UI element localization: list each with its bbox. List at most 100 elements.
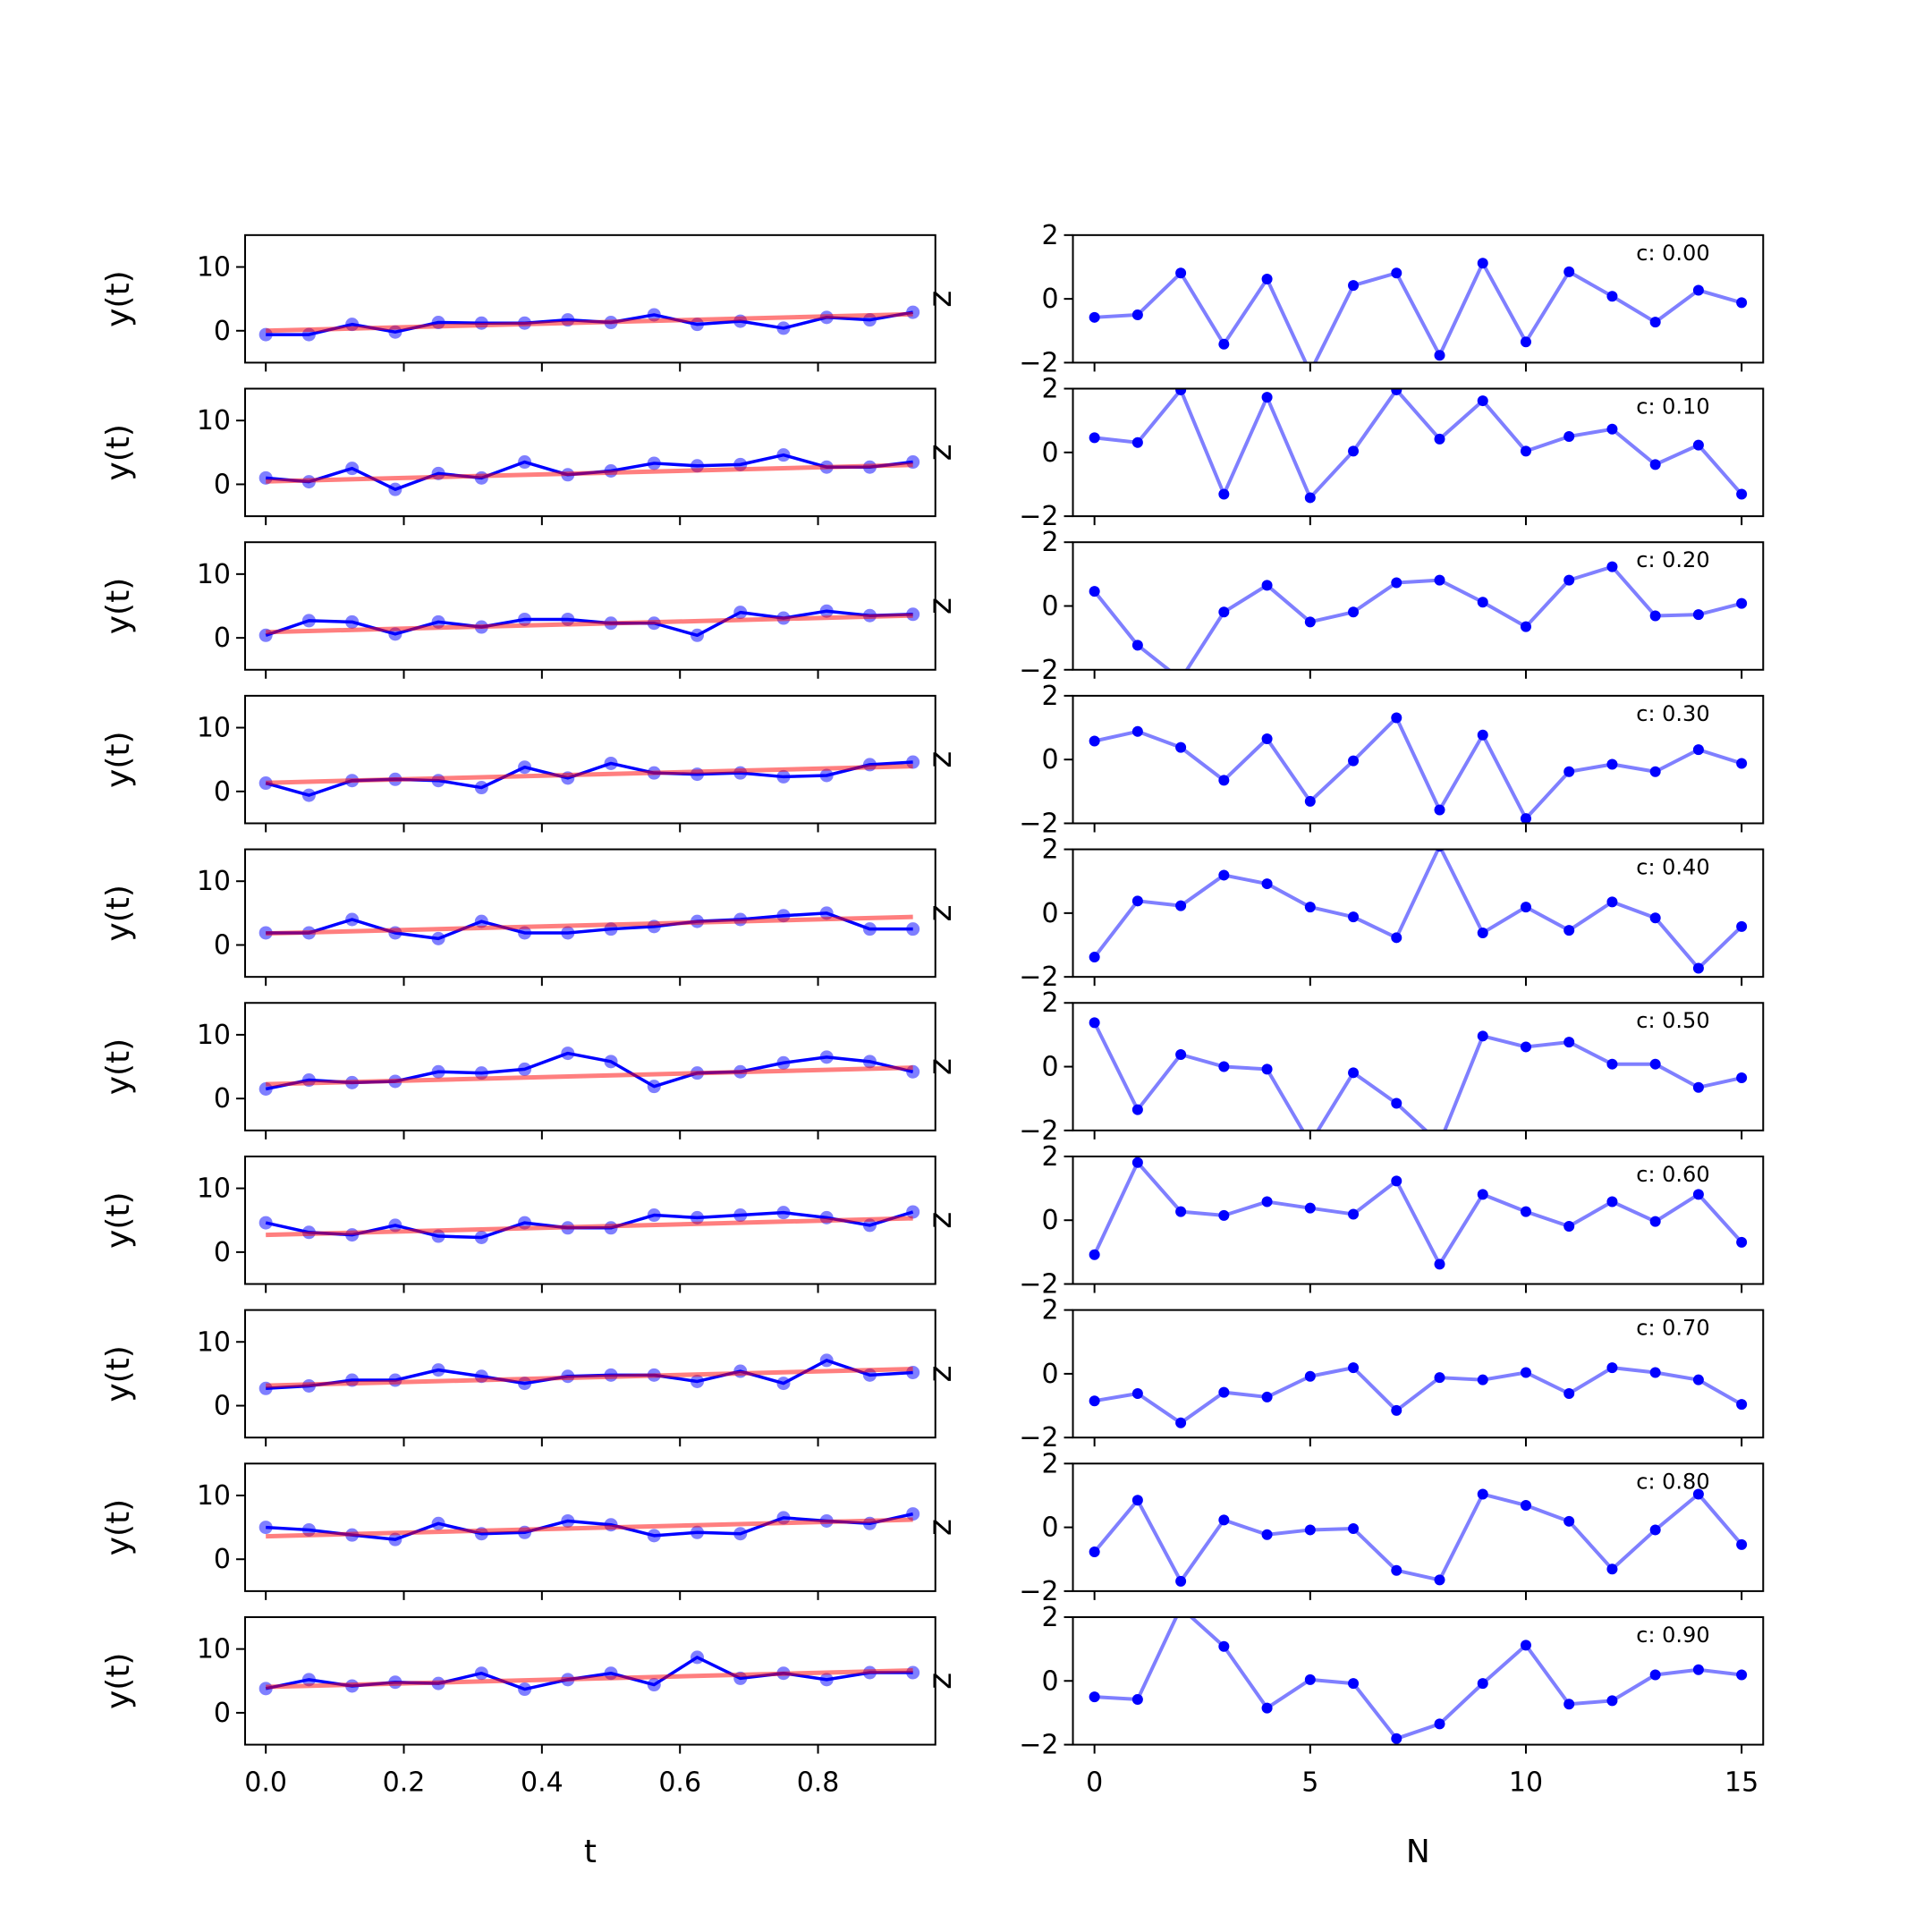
data-point: [1649, 1669, 1661, 1681]
data-point: [1606, 1362, 1618, 1374]
y-tick-label: 0: [214, 776, 231, 808]
data-point: [1477, 1678, 1488, 1690]
data-point: [1477, 1488, 1488, 1500]
annotation: c: 0.70: [1636, 1316, 1709, 1341]
data-point: [1520, 1640, 1531, 1651]
axes-frame: [244, 1309, 936, 1439]
data-point: [1304, 1524, 1316, 1536]
y-tick-label: 2: [1041, 835, 1058, 866]
data-point: [1261, 580, 1273, 591]
data-point: [1261, 1529, 1273, 1540]
data-point: [1304, 1674, 1316, 1685]
data-point: [691, 1374, 705, 1388]
data-point: [776, 448, 791, 462]
data-point: [1089, 586, 1100, 597]
y-tick-label: 0: [1041, 1359, 1058, 1390]
y-tick-label: 0: [214, 1544, 231, 1575]
data-point: [561, 1046, 575, 1061]
y-axis-label: y(t): [100, 731, 137, 788]
data-point: [388, 482, 402, 496]
y-axis-label: z: [922, 291, 959, 308]
data-point: [1649, 766, 1661, 777]
x-tick-label: 0.4: [521, 1767, 564, 1799]
series-line: [266, 911, 913, 941]
series-line: [1094, 1366, 1743, 1425]
x-tick-label: 0.0: [244, 1767, 287, 1799]
data-point: [862, 1218, 877, 1233]
data-point: [1304, 492, 1316, 504]
data-point: [1261, 392, 1273, 403]
annotation: c: 0.90: [1636, 1623, 1709, 1648]
data-point: [431, 931, 445, 945]
y-axis-label: z: [922, 1212, 959, 1229]
series-line: [266, 613, 913, 635]
data-point: [1736, 488, 1748, 500]
data-point: [1131, 1693, 1143, 1705]
data-point: [1261, 1196, 1273, 1208]
data-point: [518, 760, 532, 775]
data-point: [258, 1216, 273, 1230]
data-point: [1348, 755, 1360, 767]
annotation: c: 0.00: [1636, 241, 1709, 266]
series-line: [1092, 1021, 1742, 1131]
plot-area: [258, 755, 920, 802]
y-axis-label: z: [922, 1519, 959, 1536]
y-tick-label: 0: [1041, 590, 1058, 622]
data-point: [1391, 267, 1402, 279]
y-tick-label: 0: [214, 1083, 231, 1114]
data-point: [1131, 640, 1143, 651]
data-point: [431, 1064, 445, 1079]
annotation: c: 0.10: [1636, 394, 1709, 419]
plot-area: [1089, 561, 1748, 670]
series-line: [266, 764, 913, 785]
data-point: [258, 1521, 273, 1535]
plot-area: [1089, 1362, 1748, 1428]
plot-area: [1089, 1488, 1748, 1587]
data-point: [1175, 900, 1187, 911]
y-tick-label: 2: [1041, 1141, 1058, 1173]
plot-area: [1089, 1017, 1748, 1131]
data-point: [1218, 869, 1230, 881]
data-point: [1089, 1546, 1100, 1558]
data-point: [1520, 445, 1531, 457]
data-point: [1692, 284, 1704, 296]
y-tick-label: 10: [197, 713, 231, 744]
data-point: [1692, 1081, 1704, 1093]
data-point: [1692, 1374, 1704, 1385]
data-point: [1520, 1367, 1531, 1378]
data-point: [862, 922, 877, 936]
series-line: [1094, 716, 1742, 821]
y-tick-label: −2: [1019, 655, 1058, 686]
axes-frame: [244, 1002, 936, 1131]
plot-area: [258, 604, 920, 642]
y-tick-label: −2: [1019, 962, 1058, 993]
y-axis-label: z: [922, 1365, 959, 1382]
y-axis-label: y(t): [100, 578, 137, 635]
data-point: [518, 1682, 532, 1697]
data-point: [1563, 574, 1575, 586]
data-point: [1606, 758, 1618, 770]
y-tick-label: 10: [197, 1480, 231, 1512]
data-point: [1218, 488, 1230, 500]
data-point: [1606, 1196, 1618, 1208]
x-tick-label: 15: [1724, 1767, 1758, 1799]
y-tick-label: 2: [1041, 1602, 1058, 1633]
y-tick-label: 2: [1041, 681, 1058, 712]
x-axis-label: N: [1406, 1834, 1430, 1870]
data-point: [819, 1353, 834, 1368]
plot-area: [258, 1650, 920, 1697]
data-point: [1391, 712, 1402, 724]
data-point: [345, 912, 360, 927]
y-axis-label: y(t): [100, 1499, 137, 1556]
data-point: [431, 1363, 445, 1377]
series-line: [1094, 1616, 1742, 1741]
y-tick-label: −2: [1019, 1115, 1058, 1147]
series-line: [266, 914, 913, 936]
data-point: [1563, 1220, 1575, 1232]
data-point: [1692, 439, 1704, 451]
data-point: [561, 926, 575, 940]
y-tick-label: −2: [1019, 1269, 1058, 1301]
data-point: [1434, 574, 1445, 586]
data-point: [1218, 1209, 1230, 1221]
data-point: [1391, 1564, 1402, 1576]
